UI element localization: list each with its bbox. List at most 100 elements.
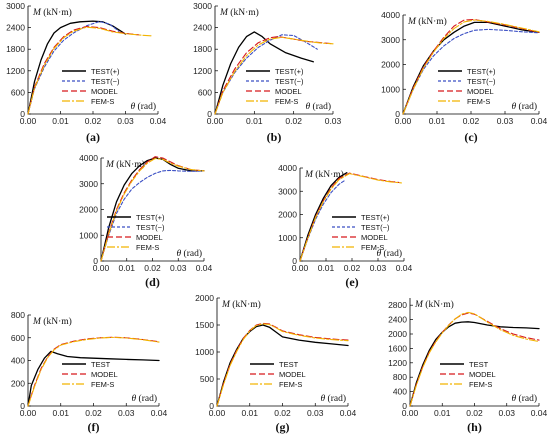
y-axis-label: M (kN·m) (105, 159, 145, 170)
x-tick-label: 0.00 (209, 408, 226, 418)
series-line-test (299, 180, 345, 262)
chart-panel-b: 0.00 0.01 0.02 0.03 0 600 1200 1800 2400 3000 M (k… (193, 1, 341, 144)
x-tick-label: 0.04 (150, 116, 167, 126)
y-tick-label: 0 (209, 401, 214, 411)
x-tick-label: 0.01 (246, 116, 263, 126)
y-tick-label: 1000 (278, 233, 297, 243)
panel-caption: (d) (145, 275, 160, 289)
x-tick-label: 0.04 (340, 408, 357, 418)
x-tick-label: 0.04 (196, 263, 213, 273)
x-tick-label: 0.03 (307, 408, 324, 418)
x-axis-label: θ (rad) (376, 248, 402, 259)
x-axis-label: θ (rad) (130, 101, 156, 112)
legend-entry: MODEL (275, 87, 302, 96)
y-tick-label: 400 (11, 356, 25, 366)
x-tick-label: 0.02 (144, 263, 161, 273)
x-axis-label: θ (rad) (511, 101, 537, 112)
x-tick-label: 0.00 (292, 263, 309, 273)
x-tick-label: 0.03 (497, 116, 514, 126)
y-tick-label: 0 (402, 401, 407, 411)
x-tick-label: 0.01 (434, 408, 451, 418)
legend-entry: TEST(+) (361, 213, 390, 222)
y-tick-label: 2800 (388, 300, 407, 310)
y-tick-label: 0 (292, 256, 297, 266)
x-tick-label: 0.03 (170, 263, 187, 273)
x-tick-label: 0.02 (466, 408, 483, 418)
panel-caption: (e) (345, 275, 358, 289)
x-axis-label: θ (rad) (320, 393, 346, 404)
legend-entry: MODEL (91, 370, 118, 379)
legend-entry: TEST(−) (136, 223, 165, 232)
panel-caption: (c) (464, 130, 477, 144)
legend-entry: FEM-S (91, 97, 114, 106)
legend-entry: FEM-S (467, 97, 490, 106)
series-line-test (402, 21, 540, 115)
series-line-model (27, 25, 140, 115)
y-axis-label: M (kN·m) (407, 16, 447, 27)
x-axis-label: θ (rad) (131, 393, 157, 404)
x-tick-label: 0.02 (463, 116, 480, 126)
panel-caption: (b) (267, 130, 282, 144)
chart-panel-f: 0.00 0.01 0.02 0.03 0.04 0 200 400 600 800 M (kN·m… (11, 310, 168, 434)
legend-entry: FEM-S (275, 97, 298, 106)
x-tick-label: 0.02 (85, 116, 102, 126)
y-tick-label: 0 (20, 109, 25, 119)
y-tick-label: 3000 (193, 1, 212, 11)
x-tick-label: 0.01 (429, 116, 446, 126)
series-line-fem-s (214, 36, 334, 115)
x-axis-label: θ (rad) (176, 248, 202, 259)
y-tick-label: 3000 (381, 35, 400, 45)
y-tick-label: 1800 (6, 44, 25, 54)
x-tick-label: 0.01 (241, 408, 258, 418)
x-tick-label: 0.04 (531, 116, 548, 126)
y-tick-label: 4000 (79, 153, 98, 163)
y-tick-label: 2000 (388, 329, 407, 339)
legend-entry: TEST(+) (136, 213, 165, 222)
y-tick-label: 1000 (381, 84, 400, 94)
x-axis-label: θ (rad) (305, 101, 331, 112)
legend-entry: MODEL (136, 233, 163, 242)
y-tick-label: 600 (11, 87, 25, 97)
legend-entry: TEST (91, 360, 111, 369)
series-line-test (100, 169, 205, 262)
x-tick-label: 0.02 (274, 408, 291, 418)
y-tick-label: 1500 (195, 320, 214, 330)
x-tick-label: 0.04 (396, 263, 413, 273)
series-line-fem-s (27, 336, 160, 407)
y-tick-label: 1600 (388, 343, 407, 353)
y-tick-label: 1000 (79, 230, 98, 240)
legend-entry: MODEL (467, 87, 494, 96)
series-line-test (27, 350, 160, 407)
y-tick-label: 0 (93, 256, 98, 266)
series-line-test (27, 20, 127, 115)
y-tick-label: 4000 (278, 163, 297, 173)
series-line-fem-s (216, 323, 349, 407)
legend-entry: FEM-S (279, 380, 302, 389)
y-tick-label: 400 (393, 387, 407, 397)
y-tick-label: 200 (11, 378, 25, 388)
x-tick-label: 0.04 (531, 408, 548, 418)
x-tick-label: 0.02 (285, 116, 302, 126)
x-tick-label: 0.01 (52, 116, 69, 126)
y-tick-label: 2400 (388, 315, 407, 325)
y-tick-label: 3000 (278, 186, 297, 196)
y-axis-label: M (kN·m) (32, 316, 72, 327)
y-tick-label: 0 (395, 109, 400, 119)
x-tick-label: 0.01 (318, 263, 335, 273)
x-tick-label: 0.03 (117, 116, 134, 126)
chart-panel-h: 0.00 0.01 0.02 0.03 0.04 0 400 800 1200 1600 2000 2… (388, 298, 548, 434)
x-tick-label: 0.00 (395, 116, 412, 126)
legend-entry: FEM-S (361, 243, 384, 252)
panel-caption: (f) (88, 420, 100, 434)
y-tick-label: 2000 (381, 60, 400, 70)
legend-entry: FEM-S (136, 243, 159, 252)
x-tick-label: 0.00 (20, 408, 37, 418)
panel-caption: (g) (276, 420, 290, 434)
chart-panel-c: 0.00 0.01 0.02 0.03 0.04 0 1000 2000 3000 4000 M (… (381, 10, 547, 144)
y-tick-label: 800 (11, 310, 25, 320)
y-axis-label: M (kN·m) (219, 7, 259, 18)
